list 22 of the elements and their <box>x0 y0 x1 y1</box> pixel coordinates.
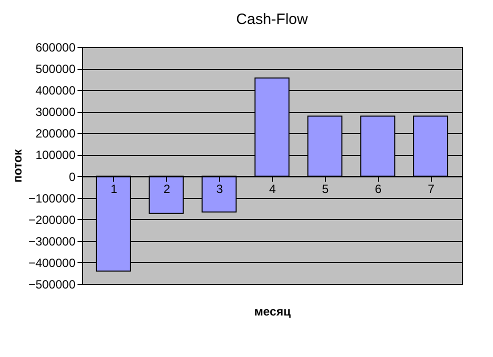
x-tick-label: 6 <box>374 182 382 196</box>
y-tick-label: −100000 <box>28 191 76 206</box>
x-axis-title: месяц <box>254 304 292 318</box>
y-tick-label: −300000 <box>28 234 76 248</box>
x-tick-label: 7 <box>428 182 435 196</box>
y-axis-title: поток <box>10 148 24 183</box>
y-tick-label: 200000 <box>35 126 76 141</box>
y-tick-label: −400000 <box>28 256 76 270</box>
x-tick-label: 1 <box>110 182 118 196</box>
chart-title: Cash-Flow <box>236 11 308 28</box>
y-tick-label: −500000 <box>28 278 76 292</box>
x-tick-label: 3 <box>216 182 224 196</box>
y-tick-label: −200000 <box>28 212 76 227</box>
y-tick-label: 0 <box>68 170 76 184</box>
y-tick-label: 400000 <box>35 84 76 98</box>
x-tick-label: 4 <box>269 182 276 196</box>
y-tick-label: 300000 <box>35 105 76 120</box>
x-tick-label: 5 <box>322 182 330 196</box>
y-tick-label: 500000 <box>35 62 76 76</box>
y-tick-label: 600000 <box>35 40 76 54</box>
x-tick-label: 2 <box>163 182 170 196</box>
y-tick-label: 100000 <box>35 148 76 162</box>
